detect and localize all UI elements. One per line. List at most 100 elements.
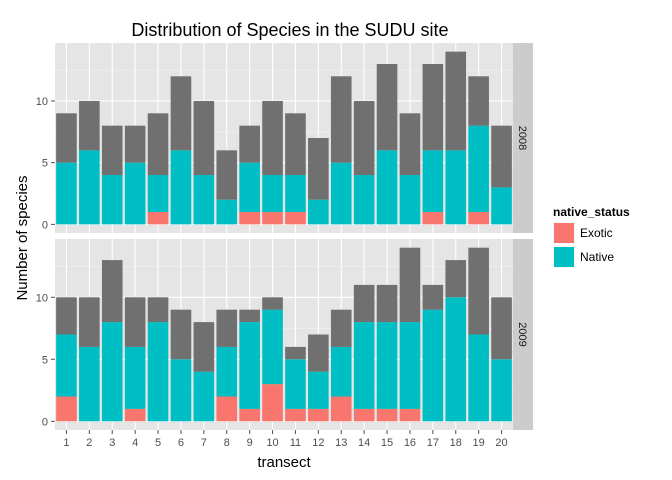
bar-native-16 bbox=[399, 175, 421, 225]
y-tick-label: 10 bbox=[36, 96, 48, 108]
facet-strip bbox=[513, 43, 533, 233]
bar-native-19 bbox=[468, 334, 489, 422]
x-tick-label: 18 bbox=[450, 437, 462, 449]
bar-other-14 bbox=[353, 100, 375, 176]
facet-strip-label: 2009 bbox=[516, 322, 528, 346]
bar-other-8 bbox=[216, 309, 238, 347]
bar-other-1 bbox=[56, 297, 77, 335]
bar-exotic-17 bbox=[422, 212, 444, 225]
bar-exotic-8 bbox=[216, 396, 238, 422]
panel-2008: 0 5 10 2008 bbox=[36, 43, 533, 233]
panel-background bbox=[55, 43, 513, 233]
bar-other-18 bbox=[445, 51, 467, 151]
bar-other-3 bbox=[101, 260, 123, 323]
bar-other-20 bbox=[491, 297, 512, 360]
bar-other-16 bbox=[399, 247, 421, 323]
bar-other-6 bbox=[170, 309, 192, 360]
bar-native-3 bbox=[101, 322, 123, 422]
bar-other-10 bbox=[262, 297, 283, 310]
x-tick-label: 15 bbox=[381, 437, 393, 449]
x-tick-label: 19 bbox=[473, 437, 485, 449]
bar-exotic-12 bbox=[308, 408, 329, 422]
legend: native_status Exotic Native bbox=[552, 205, 630, 269]
x-tick-label: 16 bbox=[404, 437, 416, 449]
bar-other-15 bbox=[376, 63, 398, 151]
bar-native-9 bbox=[239, 322, 260, 409]
panel-background bbox=[55, 239, 513, 430]
bar-native-12 bbox=[308, 371, 329, 409]
x-tick-label: 6 bbox=[178, 437, 184, 449]
bar-other-6 bbox=[170, 76, 192, 151]
facet-strip bbox=[513, 239, 533, 430]
bar-other-16 bbox=[399, 113, 421, 176]
bar-other-11 bbox=[285, 113, 306, 176]
bar-native-14 bbox=[353, 322, 375, 409]
bar-other-13 bbox=[330, 76, 352, 163]
bar-native-1 bbox=[56, 334, 77, 397]
bar-native-17 bbox=[422, 309, 444, 422]
bar-exotic-4 bbox=[124, 408, 146, 422]
bar-exotic-9 bbox=[239, 212, 260, 225]
bar-native-12 bbox=[308, 199, 329, 225]
legend-label-exotic: Exotic bbox=[580, 226, 613, 240]
x-tick-label: 14 bbox=[358, 437, 370, 449]
y-tick-label: 10 bbox=[36, 292, 48, 304]
chart-title: Distribution of Species in the SUDU site bbox=[131, 20, 448, 40]
bar-other-12 bbox=[308, 138, 329, 200]
x-tick-label: 8 bbox=[224, 437, 230, 449]
bar-native-20 bbox=[491, 359, 512, 422]
bar-exotic-11 bbox=[285, 408, 306, 422]
x-tick-label: 12 bbox=[312, 437, 324, 449]
legend-key-native bbox=[554, 247, 574, 267]
x-tick-label: 10 bbox=[266, 437, 278, 449]
bar-other-5 bbox=[147, 297, 169, 323]
bar-other-14 bbox=[353, 284, 375, 323]
bar-native-4 bbox=[124, 346, 146, 409]
y-tick-label: 5 bbox=[42, 354, 48, 366]
bar-native-10 bbox=[262, 309, 283, 385]
bar-other-17 bbox=[422, 284, 444, 310]
bar-other-15 bbox=[376, 284, 398, 323]
bar-other-8 bbox=[216, 150, 238, 200]
bar-exotic-15 bbox=[376, 408, 398, 422]
bar-exotic-19 bbox=[468, 212, 489, 225]
bar-exotic-9 bbox=[239, 408, 260, 422]
bar-native-11 bbox=[285, 359, 306, 409]
y-tick-label: 0 bbox=[42, 416, 48, 428]
bar-other-19 bbox=[468, 247, 489, 335]
bar-other-4 bbox=[124, 125, 146, 163]
bar-native-6 bbox=[170, 359, 192, 422]
bar-exotic-1 bbox=[56, 396, 77, 422]
bar-exotic-16 bbox=[399, 408, 421, 422]
y-axis-label: Number of species bbox=[14, 175, 31, 300]
bar-native-18 bbox=[445, 297, 467, 422]
bar-native-15 bbox=[376, 150, 398, 225]
bar-exotic-13 bbox=[330, 396, 352, 422]
bar-native-1 bbox=[56, 162, 77, 225]
bar-native-13 bbox=[330, 346, 352, 397]
bar-native-14 bbox=[353, 175, 375, 225]
bar-other-4 bbox=[124, 297, 146, 347]
bar-other-3 bbox=[101, 125, 123, 176]
bar-other-20 bbox=[491, 125, 512, 188]
bar-native-2 bbox=[79, 346, 100, 422]
bar-native-2 bbox=[79, 150, 100, 225]
bar-other-18 bbox=[445, 260, 467, 298]
bar-exotic-10 bbox=[262, 384, 283, 422]
bar-native-13 bbox=[330, 162, 352, 225]
legend-title: native_status bbox=[553, 205, 630, 219]
bar-native-11 bbox=[285, 175, 306, 213]
bar-native-16 bbox=[399, 322, 421, 409]
x-tick-label: 1 bbox=[63, 437, 69, 449]
bar-native-4 bbox=[124, 162, 146, 225]
bar-other-12 bbox=[308, 334, 329, 372]
bar-native-6 bbox=[170, 150, 192, 225]
bar-native-19 bbox=[468, 125, 489, 213]
y-tick-label: 5 bbox=[42, 158, 48, 170]
x-tick-label: 13 bbox=[335, 437, 347, 449]
bar-other-7 bbox=[193, 322, 215, 372]
bar-other-10 bbox=[262, 100, 283, 176]
bar-native-5 bbox=[147, 322, 169, 422]
bar-other-13 bbox=[330, 309, 352, 347]
bar-native-3 bbox=[101, 175, 123, 225]
